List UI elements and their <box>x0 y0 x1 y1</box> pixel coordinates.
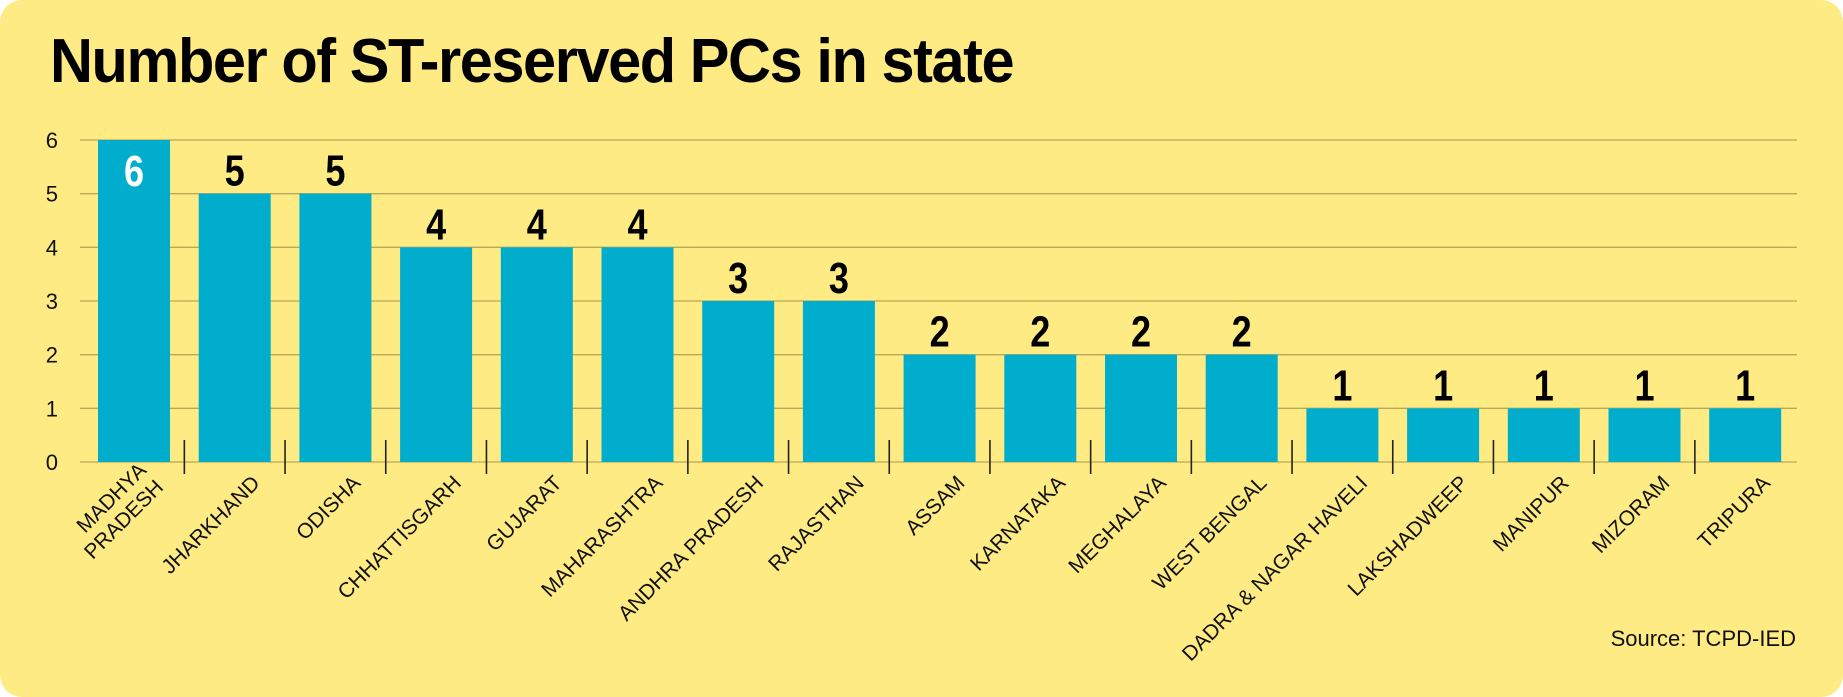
value-label: 4 <box>426 200 447 249</box>
value-label: 5 <box>225 146 245 195</box>
bar <box>198 193 271 462</box>
value-label: 4 <box>527 200 548 249</box>
x-tick-label-line: DADRA & NAGAR HAVELI <box>1178 472 1372 666</box>
x-tick-label-line: ASSAM <box>901 472 969 540</box>
x-tick-label-line: MIZORAM <box>1588 472 1674 558</box>
x-tick-label: MIZORAM <box>1588 472 1674 558</box>
x-tick-label: MADHYAPRADESH <box>63 459 168 564</box>
bar <box>1608 408 1681 462</box>
value-label: 2 <box>1030 307 1050 356</box>
value-label: 1 <box>1735 361 1755 410</box>
bar <box>903 354 976 462</box>
x-tick-label-line: JHARKHAND <box>157 472 264 579</box>
x-tick-label: TRIPURA <box>1694 472 1775 553</box>
x-tick-label: MANIPUR <box>1489 472 1574 557</box>
value-label: 1 <box>1332 361 1352 410</box>
value-label: 3 <box>829 254 849 303</box>
y-tick-label: 6 <box>46 128 58 153</box>
value-label: 1 <box>1534 361 1554 410</box>
value-label: 2 <box>1131 307 1151 356</box>
x-tick-label: ODISHA <box>292 472 365 545</box>
bar <box>299 193 372 462</box>
bar <box>802 301 875 462</box>
x-tick-label-line: RAJASTHAN <box>764 472 869 577</box>
value-label: 3 <box>728 254 748 303</box>
bar <box>1205 354 1278 462</box>
source-note: Source: TCPD-IED <box>1610 626 1796 651</box>
chart-title: Number of ST-reserved PCs in state <box>50 27 1015 96</box>
x-tick-label-line: MEGHALAYA <box>1064 472 1170 578</box>
y-tick-label: 4 <box>46 235 58 260</box>
x-tick-label-line: ODISHA <box>292 472 365 545</box>
bar <box>1709 408 1782 462</box>
x-tick-label: ASSAM <box>901 472 969 540</box>
bar <box>1105 354 1177 462</box>
y-tick-label: 0 <box>46 450 58 475</box>
bar <box>400 247 473 462</box>
bar <box>1407 408 1480 462</box>
x-tick-label-line: MANIPUR <box>1489 472 1574 557</box>
x-tick-label: GUJARAT <box>482 471 567 556</box>
x-tick-label: JHARKHAND <box>157 472 264 579</box>
y-tick-label: 5 <box>46 182 58 207</box>
x-tick-label-line: GUJARAT <box>482 471 567 556</box>
bar <box>1306 408 1379 462</box>
bar <box>500 247 573 462</box>
y-tick-label: 2 <box>46 343 58 368</box>
value-label: 2 <box>1232 307 1252 356</box>
x-tick-label: MEGHALAYA <box>1064 472 1170 578</box>
bar <box>98 140 170 462</box>
value-label: 1 <box>1634 361 1654 410</box>
value-label: 5 <box>325 146 345 195</box>
value-label: 2 <box>930 307 950 356</box>
bar <box>1507 408 1580 462</box>
x-tick-label: RAJASTHAN <box>764 472 869 577</box>
bar <box>601 247 674 462</box>
bar <box>1004 354 1077 462</box>
x-tick-label-line: TRIPURA <box>1694 472 1775 553</box>
x-tick-label: DADRA & NAGAR HAVELI <box>1178 472 1372 666</box>
value-label: 6 <box>124 147 144 196</box>
bar <box>702 301 775 462</box>
y-tick-label: 1 <box>46 396 58 421</box>
y-tick-label: 3 <box>46 289 58 314</box>
x-tick-label-line: KARNATAKA <box>966 472 1070 576</box>
value-label: 4 <box>627 200 648 249</box>
x-tick-label: KARNATAKA <box>966 472 1070 576</box>
value-label: 1 <box>1433 361 1453 410</box>
